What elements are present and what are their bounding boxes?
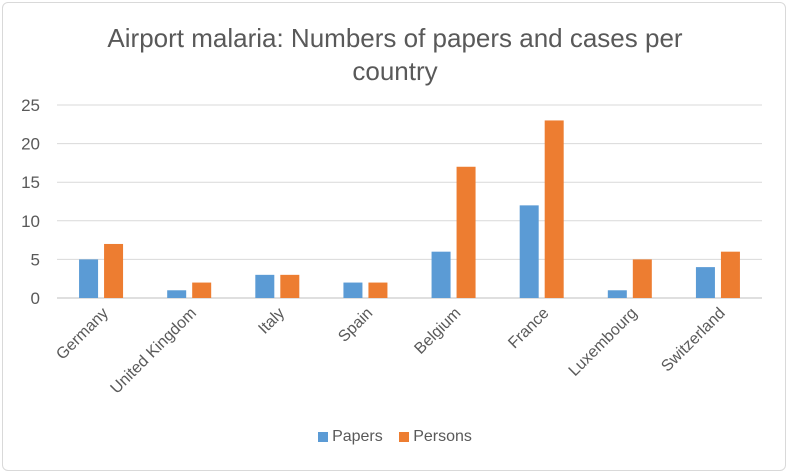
legend-label-papers: Papers: [332, 428, 383, 445]
bar-papers-switzerland: [695, 267, 715, 298]
y-tick-label: 25: [21, 96, 40, 115]
legend-item-papers: Papers: [318, 428, 383, 446]
legend-swatch-persons: [399, 432, 410, 442]
y-tick-label: 15: [21, 173, 40, 192]
legend-item-persons: Persons: [399, 428, 472, 446]
x-tick-label: United Kingdom: [107, 305, 200, 398]
y-tick-label: 10: [21, 212, 40, 231]
bar-papers-germany: [79, 259, 99, 298]
bar-persons-spain: [368, 282, 388, 298]
bar-papers-luxembourg: [607, 290, 627, 298]
bars: [79, 120, 740, 298]
x-tick-label: Belgium: [411, 305, 464, 358]
bar-persons-switzerland: [720, 251, 740, 298]
chart-frame: [2, 2, 786, 471]
legend-label-persons: Persons: [413, 428, 472, 445]
chart-title: Airport malaria: Numbers of papers and c…: [107, 23, 683, 86]
y-tick-label: 0: [31, 289, 40, 308]
bar-papers-spain: [343, 282, 363, 298]
gridlines: [57, 104, 762, 299]
y-tick-label: 20: [21, 135, 40, 154]
legend: Papers Persons: [0, 428, 790, 447]
bar-persons-luxembourg: [632, 259, 652, 298]
x-tick-label: Italy: [255, 305, 288, 338]
x-tick-label: France: [505, 305, 552, 352]
legend-swatch-papers: [318, 432, 329, 442]
bar-papers-united-kingdom: [167, 290, 187, 298]
y-tick-label: 5: [31, 250, 40, 269]
x-tick-label: Switzerland: [658, 305, 729, 376]
bar-papers-italy: [255, 274, 275, 298]
bar-persons-germany: [104, 243, 124, 298]
bar-persons-france: [544, 120, 564, 298]
x-tick-label: Germany: [53, 305, 112, 364]
x-tick-label: Luxembourg: [566, 305, 641, 380]
bar-papers-france: [519, 205, 539, 298]
bar-papers-belgium: [431, 251, 451, 298]
bar-persons-italy: [280, 274, 300, 298]
y-axis-ticks: 0 5 10 15 20 25: [21, 96, 40, 308]
x-tick-label: Spain: [335, 305, 376, 346]
bar-persons-belgium: [456, 166, 476, 298]
bar-persons-united-kingdom: [192, 282, 212, 298]
